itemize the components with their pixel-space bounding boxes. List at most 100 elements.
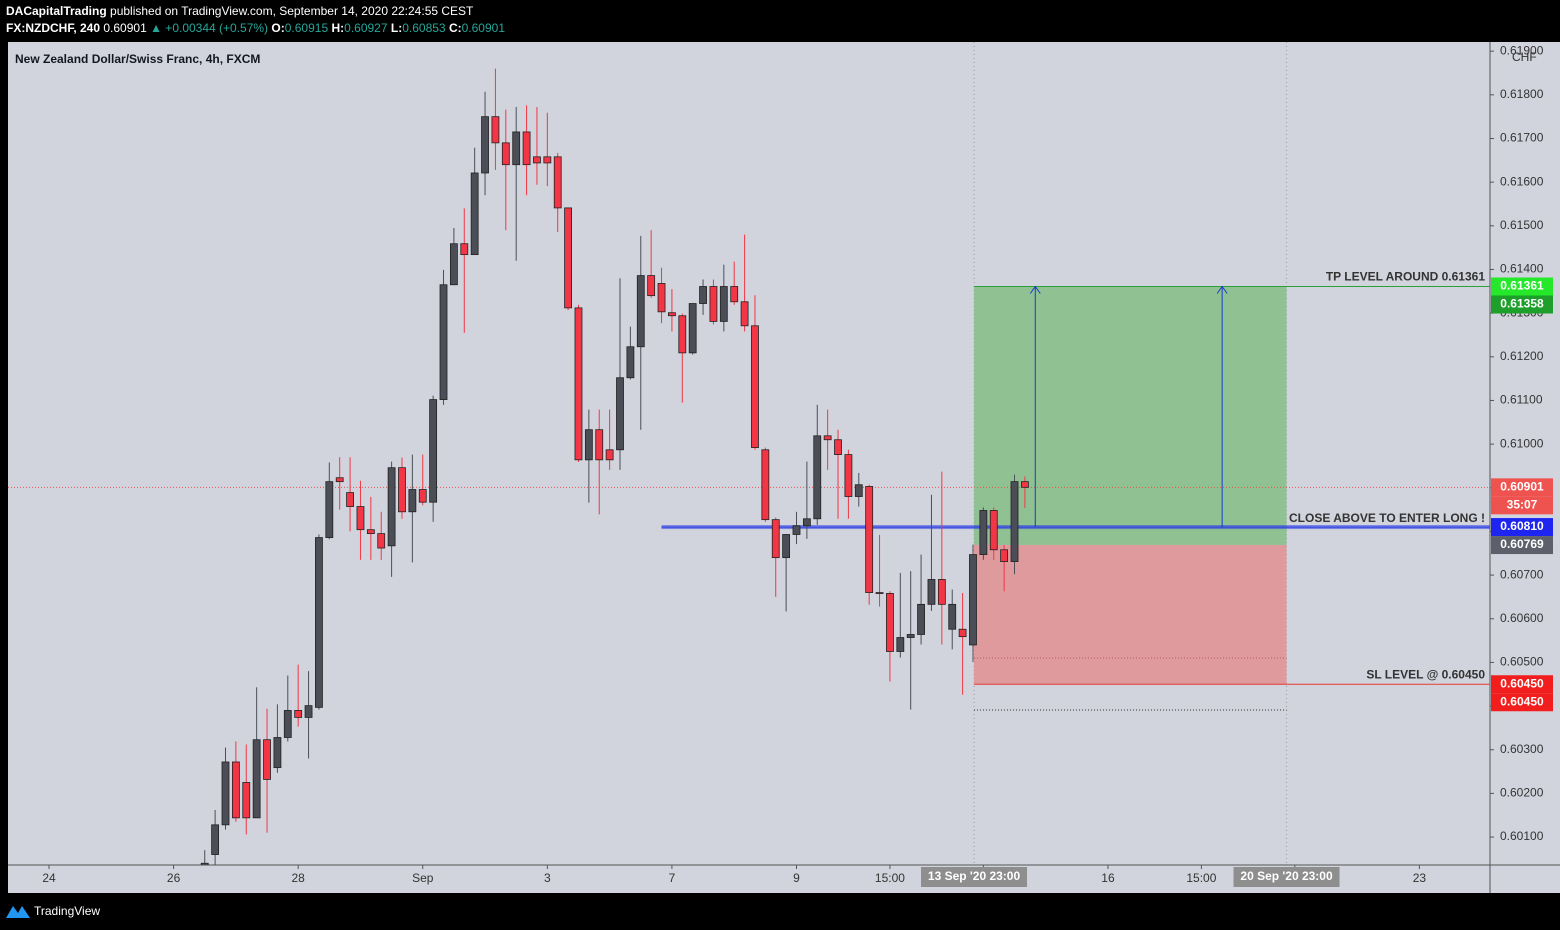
candle-body [553,156,562,209]
candle-body [377,533,386,549]
candle-body [263,739,271,780]
candle-body [969,554,977,646]
y-tick-label: 0.61500 [1500,218,1544,232]
candle-body [740,301,749,327]
price-tag [1491,496,1553,515]
header-line2: FX:NZDCHF, 240 0.60901 ▲ +0.00344 (+0.57… [6,21,505,35]
x-tick-label: 7 [669,871,676,885]
price-tag [1491,693,1553,712]
candle-body [221,761,230,826]
candle-body [854,484,863,497]
candle-body [616,377,624,451]
candle-body [418,489,427,503]
candle-body [574,307,583,461]
candle-body [512,131,521,166]
x-tick-label: 16 [1101,871,1115,885]
y-tick-label: 0.61400 [1500,262,1544,276]
candle-body [283,710,292,738]
candle-body [802,518,811,527]
candle-body [1010,481,1019,562]
price-tag-label: 0.61358 [1500,297,1544,311]
c-label: C: [449,21,462,35]
logo [6,906,30,918]
candle-body [761,449,770,521]
x-tick-label: 9 [793,871,800,885]
overlay: New Zealand Dollar/Swiss Franc, 4h, FXCM… [15,43,1553,887]
x-tick-label: 26 [167,871,181,885]
candle-body [429,399,438,503]
y-tick-label: 0.61000 [1500,436,1544,450]
plot [8,42,1490,865]
candle-body [325,481,334,538]
candle-body [647,275,656,297]
candle-body [657,283,666,313]
candle-body [304,705,313,718]
footer-brand: TradingView [34,904,100,918]
candle-body [346,492,354,507]
h: 0.60927 [344,21,388,35]
y-tick-label: 0.61100 [1500,393,1543,407]
candle-body [231,761,240,819]
candle-body [699,286,707,304]
publisher: DACapitalTrading [6,4,107,18]
candle-body [408,489,417,513]
price-tag [1491,295,1553,314]
y-tick-label: 0.61200 [1500,349,1544,363]
candle-body [398,467,406,513]
candle-body [564,207,572,309]
candle-body [294,710,303,718]
candle-body [906,634,915,638]
y-tick-label: 0.61600 [1500,174,1544,188]
time-tag [921,867,1028,887]
time-tag-label: 20 Sep '20 23:00 [1240,869,1333,883]
candle-body [595,429,604,461]
candle-body [989,510,998,551]
candle-body [730,286,739,303]
candle-body [751,325,759,449]
candle-body [917,603,925,635]
y-tick-label: 0.60700 [1500,567,1544,581]
price-tag [1491,675,1553,694]
x-tick-label: 24 [42,871,56,885]
candle-body [948,603,957,630]
x-tick-label: 15:00 [1186,871,1216,885]
candle-body [460,243,469,256]
price-tag-label: 0.60450 [1500,676,1544,690]
candle-body [844,454,853,497]
candle-body [719,286,728,322]
candle-body [875,592,884,594]
y-tick-label: 0.60600 [1500,611,1544,625]
x-tick-label: 23 [1413,871,1427,885]
candle-body [522,131,531,166]
price-tag-label: 35:07 [1507,498,1538,512]
candle-body [335,477,344,483]
candle-body [481,116,489,174]
o-label: O: [271,21,284,35]
candle-body [387,467,396,547]
symbol: FX:NZDCHF, 240 [6,21,100,35]
chart-bg [8,42,1560,893]
candle-body [688,303,697,354]
c: 0.60901 [462,21,506,35]
y-tick-label: 0.60100 [1500,829,1544,843]
candle-body [501,142,510,166]
time-tag-label: 13 Sep '20 23:00 [928,869,1021,883]
candle-body [584,429,593,461]
candle-body [366,529,375,535]
candle-body [315,537,323,708]
y-tick-label: 0.60200 [1500,786,1544,800]
candle-body [273,737,282,769]
candle-body [242,782,251,819]
target-zone [974,286,1287,545]
y-tick-label: 0.61800 [1500,87,1544,101]
x-tick-label: 28 [291,871,305,885]
price-tag-label: 0.61361 [1500,279,1544,293]
candle-body [782,534,791,559]
last: 0.60901 [103,21,147,35]
candle-body [709,286,718,322]
h-label: H: [331,21,344,35]
y-tick-label: 0.60300 [1500,742,1544,756]
price-tag-label: 0.60901 [1500,480,1544,494]
candle-body [678,315,687,354]
